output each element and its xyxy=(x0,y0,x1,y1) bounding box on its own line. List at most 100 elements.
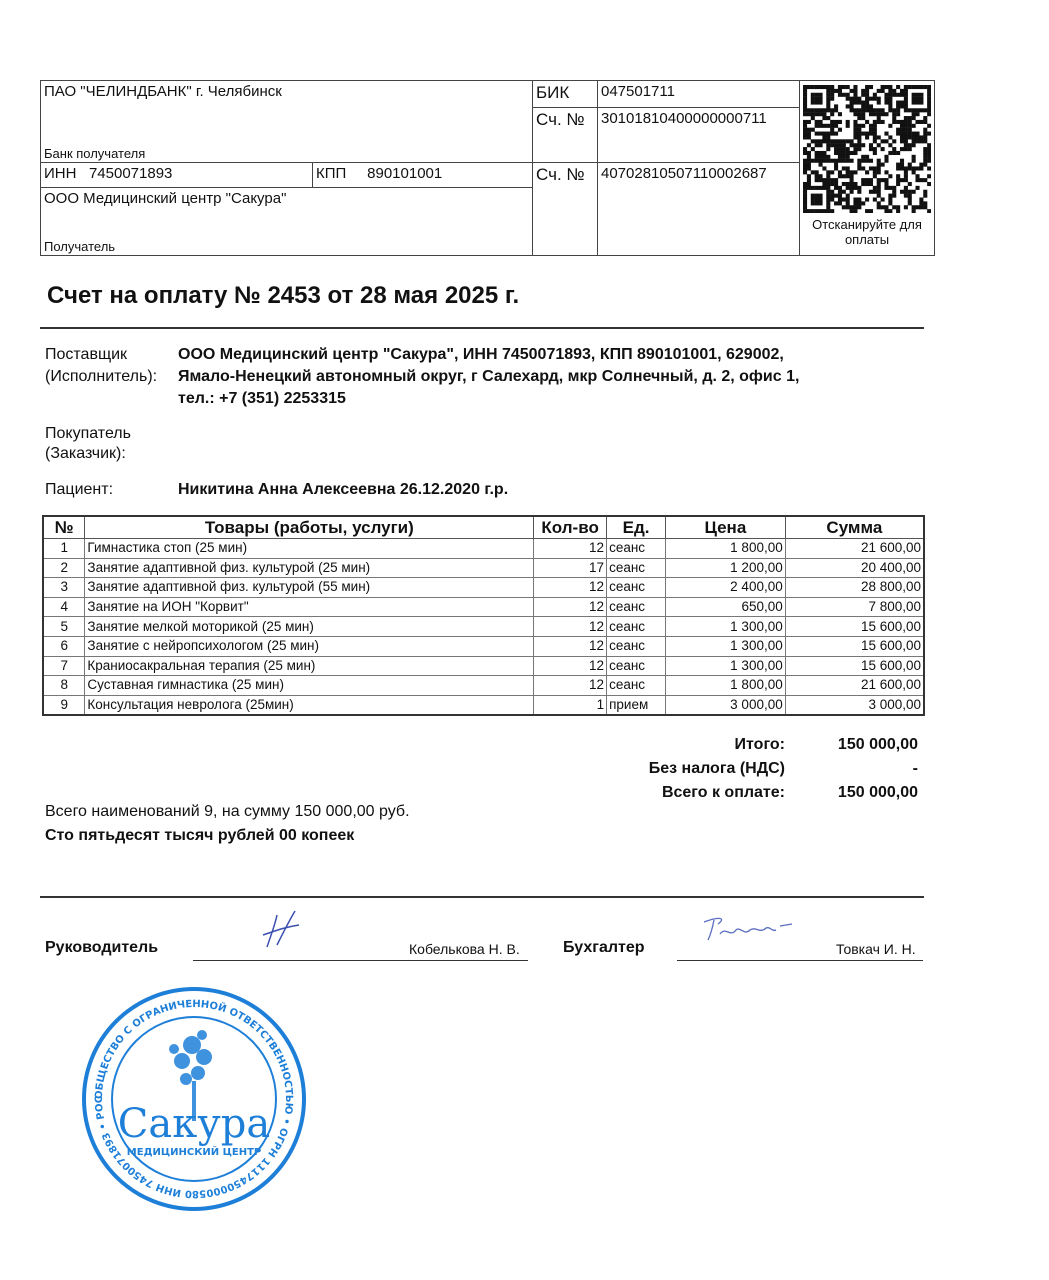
qr-code-icon xyxy=(803,85,931,213)
row-price: 1 800,00 xyxy=(665,675,786,696)
row-item: Консультация невролога (25мин) xyxy=(84,694,535,716)
accountant-name: Товкач И. Н. xyxy=(836,941,916,957)
supplier-details: ООО Медицинский центр "Сакура", ИНН 7450… xyxy=(178,344,799,410)
row-item: Занятие адаптивной физ. культурой (55 ми… xyxy=(84,577,535,598)
row-item: Суставная гимнастика (25 мин) xyxy=(84,675,535,696)
total-value: 150 000,00 xyxy=(837,736,918,753)
totals-labels: Итого: Без налога (НДС) Всего к оплате: xyxy=(649,733,785,805)
table-row: 7 Краниосакральная терапия (25 мин) 12 сеан… xyxy=(42,655,925,677)
accountant-sign-line xyxy=(677,960,923,961)
patient-value: Никитина Анна Алексеевна 26.12.2020 г.р. xyxy=(178,481,509,498)
row-unit: прием xyxy=(606,694,667,716)
row-number: 4 xyxy=(42,596,86,618)
table-row: 9 Консультация невролога (25мин) 1 прием 3 0… xyxy=(42,694,925,716)
bank-label: Банк получателя xyxy=(44,146,146,161)
row-sum: 15 600,00 xyxy=(784,655,925,677)
col-sum: Сумма xyxy=(784,515,925,539)
table-row: 3 Занятие адаптивной физ. культурой (55 м… xyxy=(42,577,925,598)
inn-cell: ИНН 7450071893 xyxy=(40,162,313,188)
table-row: 6 Занятие с нейропсихологом (25 мин) 12 сеа… xyxy=(42,635,925,657)
row-item: Гимнастика стоп (25 мин) xyxy=(84,538,535,559)
corr-account-value: 30101810400000000711 xyxy=(597,107,800,163)
bik-label: БИК xyxy=(532,80,598,108)
supplier-line-3: тел.: +7 (351) 2253315 xyxy=(178,390,346,407)
row-number: 6 xyxy=(42,635,86,657)
qr-caption: Отсканируйте для оплаты xyxy=(812,217,922,247)
kpp-value: 890101001 xyxy=(367,165,443,182)
table-header: № Товары (работы, услуги) Кол-во Ед. Цен… xyxy=(42,515,925,539)
bik-value: 047501711 xyxy=(597,80,800,108)
row-sum: 15 600,00 xyxy=(784,635,925,657)
col-price: Цена xyxy=(665,515,786,539)
row-number: 2 xyxy=(42,557,86,579)
row-price: 2 400,00 xyxy=(665,577,786,598)
recipient-label: Получатель xyxy=(44,239,116,254)
row-price: 3 000,00 xyxy=(665,694,786,716)
supplier-label: Поставщик (Исполнитель): xyxy=(45,344,157,388)
kpp-cell: КПП 890101001 xyxy=(312,162,533,188)
row-sum: 21 600,00 xyxy=(784,538,925,559)
row-number: 8 xyxy=(42,675,86,696)
table-row: 4 Занятие на ИОН "Корвит" 12 сеанс 650,00 7 8… xyxy=(42,596,925,618)
bank-name: ПАО "ЧЕЛИНДБАНК" г. Челябинск xyxy=(44,83,282,100)
col-number: № xyxy=(42,515,86,539)
recipient-cell: ООО Медицинский центр "Сакура" Получател… xyxy=(40,187,533,256)
supplier-line-2: Ямало-Ненецкий автономный округ, г Салех… xyxy=(178,368,800,385)
row-qty: 12 xyxy=(533,635,608,657)
supplier-label-2: (Исполнитель): xyxy=(45,368,158,385)
row-price: 1 300,00 xyxy=(665,616,786,637)
row-price: 1 300,00 xyxy=(665,635,786,657)
row-qty: 12 xyxy=(533,655,608,677)
row-qty: 12 xyxy=(533,616,608,637)
due-value: 150 000,00 xyxy=(837,784,918,801)
account-label: Сч. № xyxy=(532,162,598,256)
row-item: Занятие с нейропсихологом (25 мин) xyxy=(84,635,535,657)
buyer-label-2: (Заказчик): xyxy=(45,445,126,462)
summary-words: Сто пятьдесят тысяч рублей 00 копеек xyxy=(45,827,355,844)
row-unit: сеанс xyxy=(606,577,667,598)
row-item: Краниосакральная терапия (25 мин) xyxy=(84,655,535,677)
row-price: 1 800,00 xyxy=(665,538,786,559)
table-row: 2 Занятие адаптивной физ. культурой (25 м… xyxy=(42,557,925,579)
row-unit: сеанс xyxy=(606,557,667,579)
row-item: Занятие адаптивной физ. культурой (25 ми… xyxy=(84,557,535,579)
supplier-line-1: ООО Медицинский центр "Сакура", ИНН 7450… xyxy=(178,346,784,363)
total-label: Итого: xyxy=(734,736,785,753)
summary-count: Всего наименований 9, на сумму 150 000,0… xyxy=(45,803,410,820)
kpp-label: КПП xyxy=(316,165,347,182)
row-qty: 12 xyxy=(533,577,608,598)
row-qty: 12 xyxy=(533,538,608,559)
row-unit: сеанс xyxy=(606,635,667,657)
due-label: Всего к оплате: xyxy=(661,784,785,801)
row-price: 650,00 xyxy=(665,596,786,618)
corr-label: Сч. № xyxy=(532,107,598,163)
director-label: Руководитель xyxy=(45,939,159,956)
recipient-name: ООО Медицинский центр "Сакура" xyxy=(44,190,287,207)
accountant-signature-icon xyxy=(703,917,793,941)
tax-value: - xyxy=(912,760,918,777)
row-number: 3 xyxy=(42,577,86,598)
row-unit: сеанс xyxy=(606,675,667,696)
row-unit: сеанс xyxy=(606,616,667,637)
row-number: 7 xyxy=(42,655,86,677)
divider xyxy=(40,896,924,898)
row-unit: сеанс xyxy=(606,538,667,559)
buyer-label: Покупатель (Заказчик): xyxy=(45,424,131,464)
row-sum: 28 800,00 xyxy=(784,577,925,598)
row-sum: 3 000,00 xyxy=(784,694,925,716)
accountant-label: Бухгалтер xyxy=(563,939,645,956)
row-sum: 21 600,00 xyxy=(784,675,925,696)
row-qty: 17 xyxy=(533,557,608,579)
row-unit: сеанс xyxy=(606,596,667,618)
table-row: 8 Суставная гимнастика (25 мин) 12 сеанс 1 8… xyxy=(42,675,925,696)
svg-text:МЕДИЦИНСКИЙ ЦЕНТР: МЕДИЦИНСКИЙ ЦЕНТР xyxy=(127,1145,261,1158)
svg-text:Сакура: Сакура xyxy=(118,1101,270,1147)
col-item: Товары (работы, услуги) xyxy=(84,515,535,539)
row-price: 1 300,00 xyxy=(665,655,786,677)
patient-label: Пациент: xyxy=(45,481,114,498)
col-unit: Ед. xyxy=(606,515,667,539)
row-sum: 7 800,00 xyxy=(784,596,925,618)
qr-cell: Отсканируйте для оплаты xyxy=(799,80,935,256)
row-item: Занятие на ИОН "Корвит" xyxy=(84,596,535,618)
